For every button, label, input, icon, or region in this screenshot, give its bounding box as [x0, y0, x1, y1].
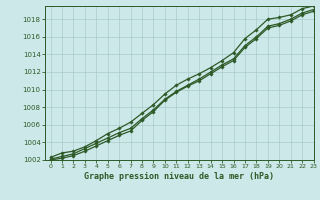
X-axis label: Graphe pression niveau de la mer (hPa): Graphe pression niveau de la mer (hPa) [84, 172, 274, 181]
